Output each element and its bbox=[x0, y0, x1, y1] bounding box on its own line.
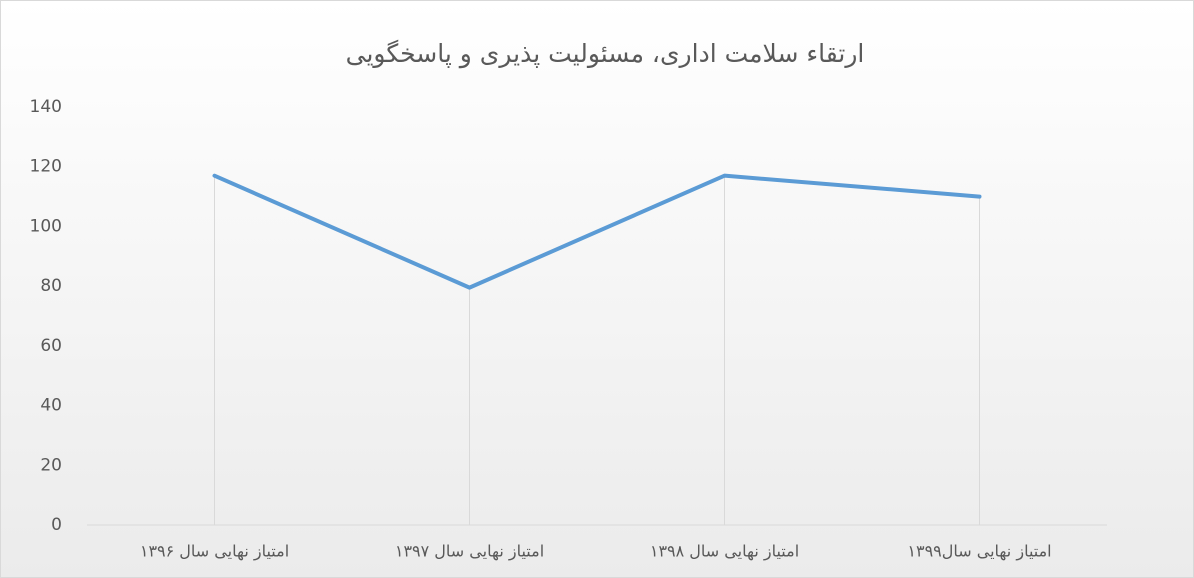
x-tick-label: امتیاز نهایی سال۱۳۹۹ bbox=[907, 542, 1051, 562]
x-tick-label: امتیاز نهایی سال ۱۳۹۸ bbox=[650, 542, 799, 562]
x-tick-label: امتیاز نهایی سال ۱۳۹۶ bbox=[140, 542, 289, 562]
y-tick-label: 140 bbox=[30, 97, 62, 117]
y-tick-label: 120 bbox=[30, 157, 62, 177]
y-tick-label: 60 bbox=[40, 336, 62, 356]
y-tick-label: 100 bbox=[30, 216, 62, 236]
chart-title: ارتقاء سلامت اداری، مسئولیت پذیری و پاسخ… bbox=[346, 39, 865, 69]
y-tick-label: 20 bbox=[40, 455, 62, 475]
y-tick-label: 40 bbox=[40, 396, 62, 416]
x-tick-label: امتیاز نهایی سال ۱۳۹۷ bbox=[395, 542, 544, 562]
y-tick-label: 80 bbox=[40, 276, 62, 296]
y-tick-label: 0 bbox=[51, 515, 62, 535]
data-line bbox=[212, 173, 982, 290]
